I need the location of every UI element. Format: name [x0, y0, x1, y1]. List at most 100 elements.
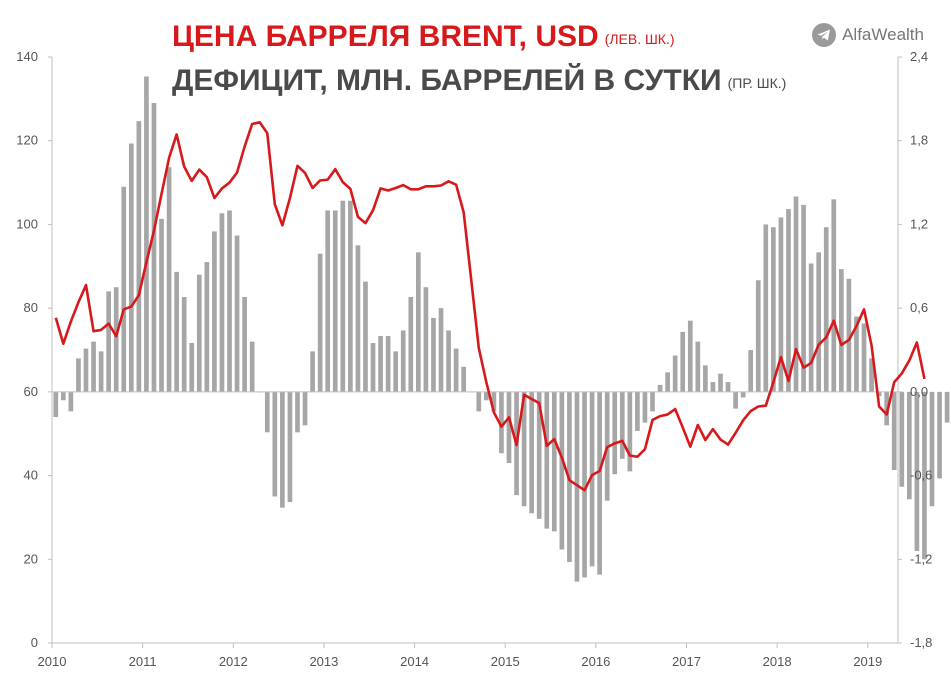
deficit-bar	[635, 391, 640, 431]
deficit-bar	[325, 210, 331, 392]
deficit-bar	[710, 382, 716, 392]
deficit-bar	[521, 391, 527, 507]
deficit-bar	[166, 167, 172, 392]
brand-name: AlfaWealth	[842, 25, 924, 44]
deficit-bar	[642, 391, 648, 423]
deficit-bar	[876, 391, 882, 397]
deficit-bar	[483, 391, 489, 401]
deficit-bar	[355, 245, 361, 392]
right-tick-label: -1,2	[910, 551, 932, 566]
deficit-bar	[317, 253, 323, 392]
deficit-bar	[725, 382, 731, 392]
x-tick-label: 2018	[763, 654, 792, 669]
deficit-bar	[60, 391, 66, 401]
x-tick-label: 2017	[672, 654, 701, 669]
right-tick-label: 0,6	[910, 300, 928, 315]
deficit-bar	[423, 287, 429, 392]
deficit-bar	[98, 351, 104, 392]
x-tick-label: 2011	[129, 654, 157, 669]
chart-title-price: ЦЕНА БАРРЕЛЯ BRENT, USD (ЛЕВ. ШК.)	[172, 20, 675, 54]
deficit-bar	[846, 278, 852, 392]
deficit-bar	[378, 336, 383, 392]
deficit-bar	[929, 391, 935, 507]
deficit-bar	[665, 372, 670, 392]
deficit-bar	[763, 224, 769, 392]
deficit-bar	[302, 391, 308, 426]
deficit-bar	[76, 358, 81, 392]
right-tick-label: 0,0	[910, 384, 928, 399]
title-deficit-text: ДЕФИЦИТ, МЛН. БАРРЕЛЕЙ В СУТКИ	[172, 64, 722, 97]
deficit-bar	[128, 143, 134, 392]
deficit-bar	[68, 391, 74, 412]
left-tick-label: 0	[31, 635, 38, 650]
deficit-bar	[332, 210, 338, 392]
deficit-bar	[264, 391, 270, 433]
deficit-bar	[174, 271, 179, 392]
deficit-bar	[446, 330, 451, 392]
deficit-bar	[151, 103, 157, 392]
deficit-bar	[597, 391, 602, 575]
deficit-bar	[801, 204, 806, 392]
deficit-bar	[906, 391, 912, 500]
deficit-bar	[212, 231, 217, 392]
deficit-bar	[786, 209, 791, 392]
deficit-bar	[393, 351, 399, 392]
deficit-bar	[348, 200, 353, 392]
deficit-bar	[755, 280, 761, 392]
deficit-bars	[53, 76, 950, 582]
deficit-bar	[808, 263, 814, 392]
x-tick-label: 2013	[309, 654, 338, 669]
left-tick-label: 20	[24, 551, 38, 566]
deficit-bar	[287, 391, 293, 503]
deficit-bar	[453, 348, 459, 392]
deficit-bar	[937, 391, 942, 479]
deficit-bar	[831, 199, 837, 392]
deficit-bar	[718, 373, 723, 392]
deficit-bar	[340, 200, 346, 392]
deficit-bar	[499, 391, 504, 454]
title-deficit-note: (ПР. ШК.)	[727, 75, 787, 91]
deficit-bar	[793, 196, 799, 392]
deficit-bar	[234, 235, 240, 392]
left-tick-label: 80	[24, 300, 38, 315]
title-price-text: ЦЕНА БАРРЕЛЯ BRENT, USD	[172, 20, 599, 53]
deficit-bar	[400, 330, 406, 392]
deficit-bar	[181, 296, 187, 392]
deficit-bar	[438, 308, 444, 392]
deficit-bar	[385, 336, 391, 392]
deficit-bar	[559, 391, 565, 550]
left-axis-ticks: 0 20 40 60 80 100 120 140	[16, 49, 52, 650]
deficit-bar	[657, 384, 663, 392]
deficit-bar	[650, 391, 655, 412]
deficit-bar	[408, 296, 414, 392]
deficit-bar	[272, 391, 278, 497]
deficit-bar	[476, 391, 482, 412]
deficit-bar	[121, 186, 127, 392]
deficit-bar	[106, 291, 111, 392]
deficit-bar	[53, 391, 59, 417]
telegram-plane-icon	[812, 23, 837, 47]
deficit-bar	[144, 76, 149, 392]
deficit-bar	[506, 391, 512, 464]
deficit-bar	[816, 252, 822, 392]
deficit-bar	[551, 391, 557, 532]
deficit-bar	[914, 391, 920, 551]
deficit-bar	[703, 365, 708, 392]
deficit-bar	[748, 350, 754, 392]
deficit-bar	[544, 391, 550, 529]
deficit-bar	[310, 351, 315, 392]
x-axis-ticks: 2010 2011 2012 2013 2014 2015 2016 2017 2018 2019	[38, 643, 882, 669]
deficit-bar	[891, 391, 897, 470]
deficit-bar	[370, 343, 376, 392]
deficit-bar	[922, 391, 927, 560]
deficit-bar	[627, 391, 633, 472]
deficit-bar	[249, 341, 255, 392]
deficit-bar	[884, 391, 890, 426]
chart-title-deficit: ДЕФИЦИТ, МЛН. БАРРЕЛЕЙ В СУТКИ (ПР. ШК.)	[172, 64, 786, 98]
deficit-bar	[363, 281, 368, 392]
deficit-bar	[242, 296, 247, 392]
left-tick-label: 100	[16, 216, 38, 231]
deficit-bar	[461, 366, 467, 392]
right-tick-label: 2,4	[910, 49, 928, 64]
